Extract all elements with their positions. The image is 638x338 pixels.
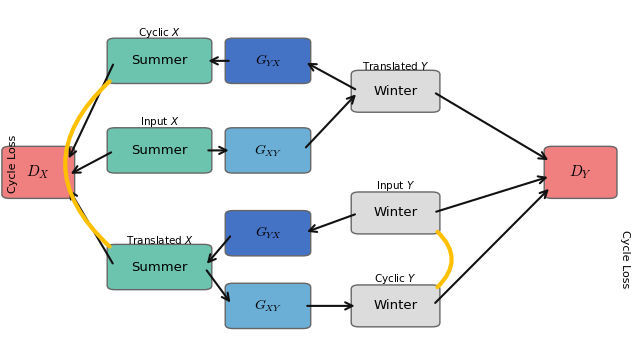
Text: Summer: Summer bbox=[131, 261, 188, 273]
FancyBboxPatch shape bbox=[351, 70, 440, 112]
FancyArrowPatch shape bbox=[438, 232, 452, 287]
Text: $G_{YX}$: $G_{YX}$ bbox=[255, 53, 281, 69]
FancyBboxPatch shape bbox=[351, 192, 440, 234]
FancyArrowPatch shape bbox=[65, 81, 110, 246]
Text: Cyclic $\mathit{Y}$: Cyclic $\mathit{Y}$ bbox=[374, 272, 417, 286]
FancyBboxPatch shape bbox=[225, 283, 311, 329]
Text: $G_{XY}$: $G_{XY}$ bbox=[254, 298, 282, 314]
Text: $G_{XY}$: $G_{XY}$ bbox=[254, 142, 282, 159]
Text: Summer: Summer bbox=[131, 144, 188, 157]
Text: Translated $\mathit{Y}$: Translated $\mathit{Y}$ bbox=[362, 59, 429, 72]
FancyBboxPatch shape bbox=[107, 38, 212, 83]
Text: Winter: Winter bbox=[373, 85, 418, 98]
FancyBboxPatch shape bbox=[351, 285, 440, 327]
Text: Cycle Loss: Cycle Loss bbox=[8, 135, 18, 193]
Text: Winter: Winter bbox=[373, 207, 418, 219]
FancyBboxPatch shape bbox=[225, 128, 311, 173]
Text: Summer: Summer bbox=[131, 54, 188, 67]
Text: $D_Y$: $D_Y$ bbox=[569, 164, 592, 181]
FancyBboxPatch shape bbox=[107, 244, 212, 290]
Text: $D_X$: $D_X$ bbox=[26, 164, 50, 181]
Text: $G_{YX}$: $G_{YX}$ bbox=[255, 225, 281, 241]
FancyBboxPatch shape bbox=[544, 146, 617, 198]
Text: Input $\mathit{X}$: Input $\mathit{X}$ bbox=[140, 115, 179, 129]
FancyBboxPatch shape bbox=[225, 38, 311, 83]
FancyBboxPatch shape bbox=[107, 128, 212, 173]
Text: Translated $\mathit{X}$: Translated $\mathit{X}$ bbox=[126, 234, 193, 246]
FancyBboxPatch shape bbox=[225, 211, 311, 256]
Text: Cyclic $\mathit{X}$: Cyclic $\mathit{X}$ bbox=[138, 26, 181, 40]
Text: Winter: Winter bbox=[373, 299, 418, 312]
Text: Input $\mathit{Y}$: Input $\mathit{Y}$ bbox=[376, 179, 415, 193]
Text: Cycle Loss: Cycle Loss bbox=[620, 230, 630, 289]
FancyBboxPatch shape bbox=[2, 146, 75, 198]
